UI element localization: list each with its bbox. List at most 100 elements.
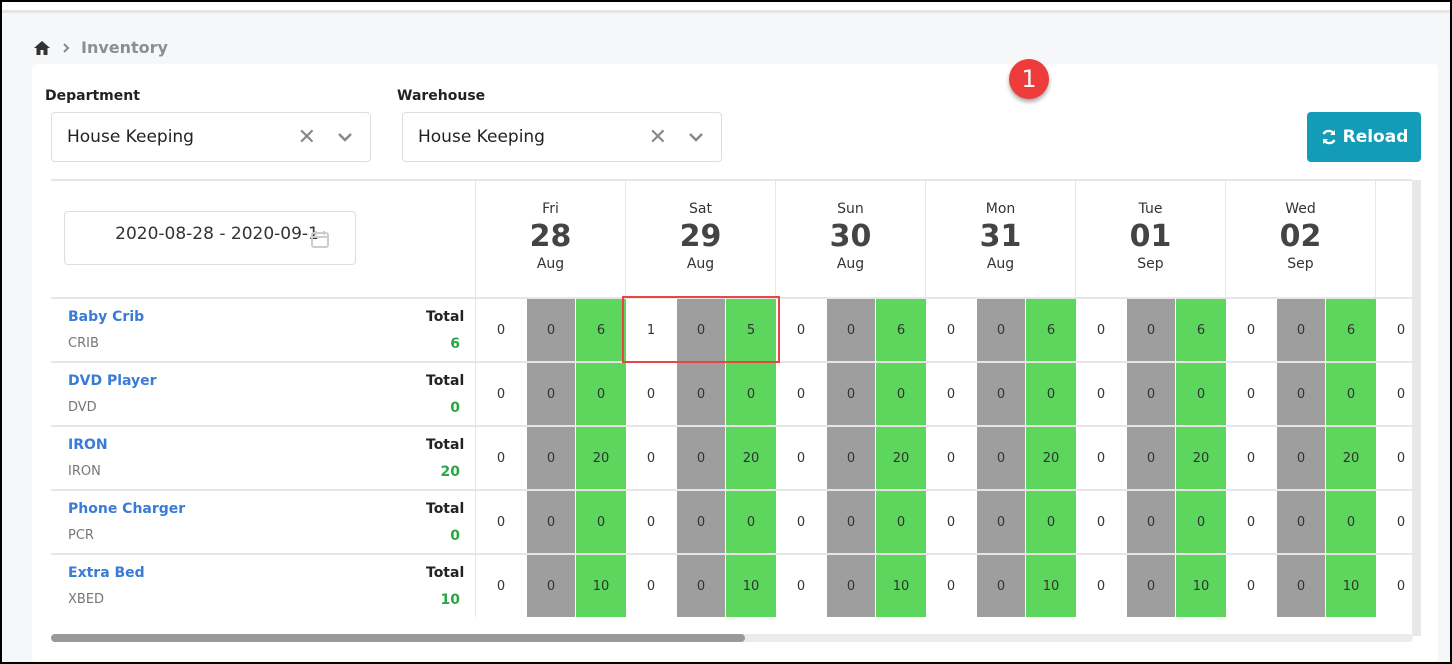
- item-name-link[interactable]: DVD Player: [68, 373, 157, 389]
- cell-available[interactable]: 10: [726, 555, 776, 617]
- cell-booked[interactable]: 0: [976, 299, 1026, 361]
- item-name-link[interactable]: IRON: [68, 437, 108, 453]
- cell-available[interactable]: 10: [1026, 555, 1076, 617]
- cell-pending[interactable]: 0: [946, 450, 956, 466]
- cell-booked[interactable]: 0: [676, 363, 726, 425]
- cell-available[interactable]: 20: [876, 427, 926, 489]
- cell-available[interactable]: 20: [726, 427, 776, 489]
- cell-available[interactable]: 6: [876, 299, 926, 361]
- cell-pending[interactable]: 0: [946, 322, 956, 338]
- cell-pending[interactable]: 0: [496, 450, 506, 466]
- cell-booked[interactable]: 0: [676, 427, 726, 489]
- cell-pending[interactable]: 0: [1096, 514, 1106, 530]
- item-name-link[interactable]: Phone Charger: [68, 501, 186, 517]
- cell-available[interactable]: 6: [1326, 299, 1376, 361]
- cell-pending[interactable]: 0: [946, 386, 956, 402]
- cell-booked[interactable]: 0: [1126, 555, 1176, 617]
- cell-pending[interactable]: 0: [1246, 514, 1256, 530]
- cell-available[interactable]: 0: [726, 491, 776, 553]
- cell-pending[interactable]: 0: [796, 386, 806, 402]
- cell-available[interactable]: 0: [1026, 491, 1076, 553]
- cell-available[interactable]: 0: [1326, 491, 1376, 553]
- cell-pending[interactable]: 0: [796, 322, 806, 338]
- warehouse-select[interactable]: House Keeping ✕: [402, 112, 722, 162]
- cell-pending[interactable]: 0: [796, 514, 806, 530]
- cell-available[interactable]: 0: [726, 363, 776, 425]
- cell-available[interactable]: 20: [1176, 427, 1226, 489]
- cell-pending[interactable]: 0: [1246, 386, 1256, 402]
- cell-available[interactable]: 6: [1026, 299, 1076, 361]
- department-select[interactable]: House Keeping ✕: [51, 112, 371, 162]
- clear-icon[interactable]: ✕: [648, 124, 667, 150]
- cell-pending[interactable]: 0: [1096, 322, 1106, 338]
- cell-available[interactable]: 6: [1176, 299, 1226, 361]
- calendar-icon[interactable]: [311, 230, 329, 248]
- cell-booked[interactable]: 0: [826, 299, 876, 361]
- cell-pending[interactable]: 0: [1246, 578, 1256, 594]
- cell-pending[interactable]: 0: [1396, 322, 1406, 338]
- item-name-link[interactable]: Extra Bed: [68, 565, 145, 581]
- cell-booked[interactable]: 0: [526, 299, 576, 361]
- cell-pending[interactable]: 0: [646, 450, 656, 466]
- cell-available[interactable]: 5: [726, 299, 776, 361]
- cell-available[interactable]: 0: [1176, 491, 1226, 553]
- cell-booked[interactable]: 0: [676, 299, 726, 361]
- cell-pending[interactable]: 0: [496, 578, 506, 594]
- cell-pending[interactable]: 0: [1396, 386, 1406, 402]
- item-name-link[interactable]: Baby Crib: [68, 309, 145, 325]
- scrollbar-thumb[interactable]: [51, 634, 745, 642]
- cell-booked[interactable]: 0: [976, 555, 1026, 617]
- cell-pending[interactable]: 0: [1396, 514, 1406, 530]
- cell-booked[interactable]: 0: [1126, 491, 1176, 553]
- cell-available[interactable]: 20: [576, 427, 626, 489]
- cell-available[interactable]: 0: [876, 363, 926, 425]
- horizontal-scrollbar[interactable]: [51, 634, 1413, 642]
- cell-available[interactable]: 0: [1326, 363, 1376, 425]
- cell-available[interactable]: 0: [876, 491, 926, 553]
- vertical-scrollbar[interactable]: [1412, 180, 1421, 636]
- cell-available[interactable]: 0: [1026, 363, 1076, 425]
- cell-pending[interactable]: 0: [1096, 450, 1106, 466]
- cell-booked[interactable]: 0: [526, 427, 576, 489]
- cell-available[interactable]: 10: [1176, 555, 1226, 617]
- cell-booked[interactable]: 0: [826, 363, 876, 425]
- cell-booked[interactable]: 0: [1276, 555, 1326, 617]
- cell-booked[interactable]: 0: [526, 555, 576, 617]
- cell-pending[interactable]: 0: [1246, 450, 1256, 466]
- cell-available[interactable]: 10: [876, 555, 926, 617]
- cell-pending[interactable]: 0: [946, 514, 956, 530]
- cell-booked[interactable]: 0: [1276, 427, 1326, 489]
- cell-available[interactable]: 10: [1326, 555, 1376, 617]
- cell-pending[interactable]: 0: [496, 322, 506, 338]
- cell-available[interactable]: 10: [576, 555, 626, 617]
- cell-pending[interactable]: 0: [796, 450, 806, 466]
- cell-booked[interactable]: 0: [676, 491, 726, 553]
- cell-booked[interactable]: 0: [1276, 299, 1326, 361]
- date-range-input[interactable]: 2020-08-28 - 2020-09-1: [64, 211, 356, 265]
- cell-pending[interactable]: 0: [946, 578, 956, 594]
- cell-pending[interactable]: 0: [646, 386, 656, 402]
- cell-booked[interactable]: 0: [676, 555, 726, 617]
- cell-available[interactable]: 6: [576, 299, 626, 361]
- cell-booked[interactable]: 0: [826, 555, 876, 617]
- cell-booked[interactable]: 0: [826, 491, 876, 553]
- cell-available[interactable]: 0: [1176, 363, 1226, 425]
- cell-available[interactable]: 0: [576, 491, 626, 553]
- cell-booked[interactable]: 0: [526, 363, 576, 425]
- cell-pending[interactable]: 0: [1096, 386, 1106, 402]
- cell-pending[interactable]: 0: [796, 578, 806, 594]
- cell-pending[interactable]: 0: [646, 514, 656, 530]
- cell-available[interactable]: 0: [576, 363, 626, 425]
- cell-booked[interactable]: 0: [1276, 491, 1326, 553]
- cell-booked[interactable]: 0: [526, 491, 576, 553]
- cell-booked[interactable]: 0: [1126, 427, 1176, 489]
- cell-pending[interactable]: 0: [1246, 322, 1256, 338]
- cell-pending[interactable]: 1: [646, 322, 656, 338]
- clear-icon[interactable]: ✕: [297, 124, 316, 150]
- home-icon[interactable]: [33, 40, 51, 56]
- cell-booked[interactable]: 0: [1276, 363, 1326, 425]
- cell-available[interactable]: 20: [1026, 427, 1076, 489]
- cell-pending[interactable]: 0: [1096, 578, 1106, 594]
- cell-available[interactable]: 20: [1326, 427, 1376, 489]
- cell-booked[interactable]: 0: [976, 363, 1026, 425]
